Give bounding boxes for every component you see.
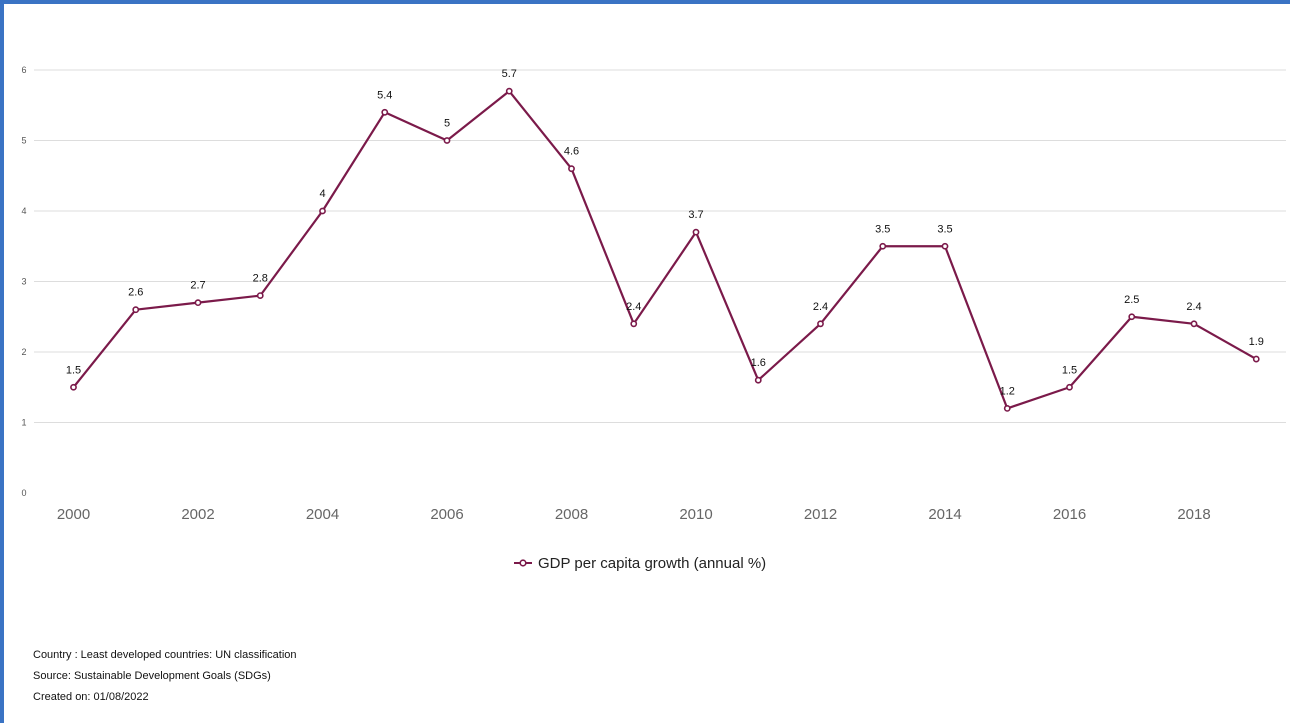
data-label: 3.5 [875,223,890,235]
line-chart: 0 1 2 3 4 5 6 2000 2002 2004 2006 2008 2010 2012 2014 2… [21,65,1286,523]
y-tick-label: 1 [21,418,26,428]
data-label: 2.4 [626,301,641,313]
x-tick-label: 2010 [679,506,712,523]
y-tick-label: 2 [21,347,26,357]
legend-label: GDP per capita growth (annual %) [538,554,767,572]
data-point [194,299,202,307]
data-label: 2.6 [128,287,143,299]
footer-country: Country : Least developed countries: UN … [33,649,297,661]
data-label: 1.9 [1249,336,1264,348]
data-point [692,228,700,236]
y-tick-label: 0 [21,488,26,498]
y-tick-label: 6 [21,65,26,75]
data-point [1003,404,1011,412]
data-label: 1.5 [1062,364,1077,376]
footer-created: Created on: 01/08/2022 [33,691,149,703]
data-point [1252,355,1260,363]
data-label: 5.4 [377,89,392,101]
x-tick-label: 2000 [57,506,90,523]
data-label: 3.5 [937,223,952,235]
data-label: 1.2 [1000,385,1015,397]
data-point [443,137,451,144]
data-point [256,292,264,299]
data-label: 4 [319,188,325,200]
y-tick-label: 3 [21,277,26,287]
y-tick-label: 5 [21,136,26,146]
x-tick-label: 2016 [1053,506,1086,523]
data-point [381,108,389,116]
series-line [72,90,1257,410]
data-label: 1.5 [66,364,81,376]
data-label: 3.7 [688,209,703,221]
data-point [630,320,638,328]
data-label: 2.4 [1186,301,1201,313]
data-label: 1.6 [751,357,766,369]
data-point [319,207,326,215]
data-point [754,376,762,384]
data-label: 2.8 [253,273,268,285]
x-tick-label: 2012 [804,506,837,523]
data-point [817,320,824,328]
data-label: 4.6 [564,146,579,158]
x-tick-label: 2014 [928,506,961,523]
x-tick-label: 2018 [1177,506,1210,523]
data-point [505,87,513,95]
x-tick-label: 2002 [181,506,214,523]
data-label: 2.5 [1124,294,1139,306]
data-point [132,306,140,314]
data-point [1066,383,1073,391]
data-point [1190,320,1198,328]
data-label: 5.7 [502,68,517,80]
data-point [879,242,887,250]
footer-source: Source: Sustainable Development Goals (S… [33,670,271,682]
footer: Country : Least developed countries: UN … [33,645,297,708]
data-point [70,383,77,391]
data-label: 2.4 [813,301,828,313]
legend-marker-icon [514,559,532,567]
data-label: 5 [444,118,450,130]
data-label: 2.7 [190,280,205,292]
x-tick-label: 2004 [306,506,339,523]
x-tick-label: 2008 [555,506,588,523]
data-point [941,242,949,250]
data-point [1128,313,1136,321]
x-tick-label: 2006 [430,506,463,523]
data-point [568,165,575,173]
y-tick-label: 4 [21,206,26,216]
legend[interactable]: GDP per capita growth (annual %) [514,552,766,574]
